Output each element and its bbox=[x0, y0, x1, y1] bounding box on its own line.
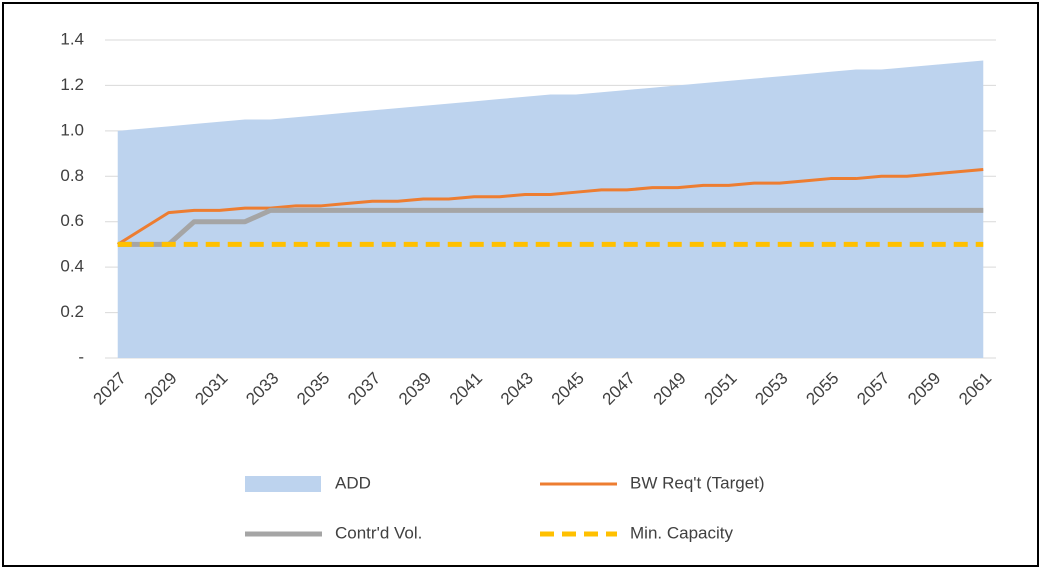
y-tick-label: 0.8 bbox=[60, 166, 84, 185]
legend-label: Min. Capacity bbox=[630, 523, 733, 542]
y-tick-label: 0.4 bbox=[60, 257, 84, 276]
legend-swatch bbox=[245, 476, 321, 492]
legend-label: ADD bbox=[335, 473, 371, 492]
y-tick-label: 1.0 bbox=[60, 120, 84, 139]
y-tick-label: 0.2 bbox=[60, 302, 84, 321]
line bbox=[117, 207, 984, 247]
legend-label: Contr'd Vol. bbox=[335, 523, 422, 542]
y-tick-label: 1.2 bbox=[60, 75, 84, 94]
y-tick-label: - bbox=[78, 347, 84, 366]
y-tick-label: 1.4 bbox=[60, 29, 84, 48]
line bbox=[116, 167, 984, 246]
y-tick-label: 0.6 bbox=[60, 211, 84, 230]
legend-label: BW Req't (Target) bbox=[630, 473, 765, 492]
